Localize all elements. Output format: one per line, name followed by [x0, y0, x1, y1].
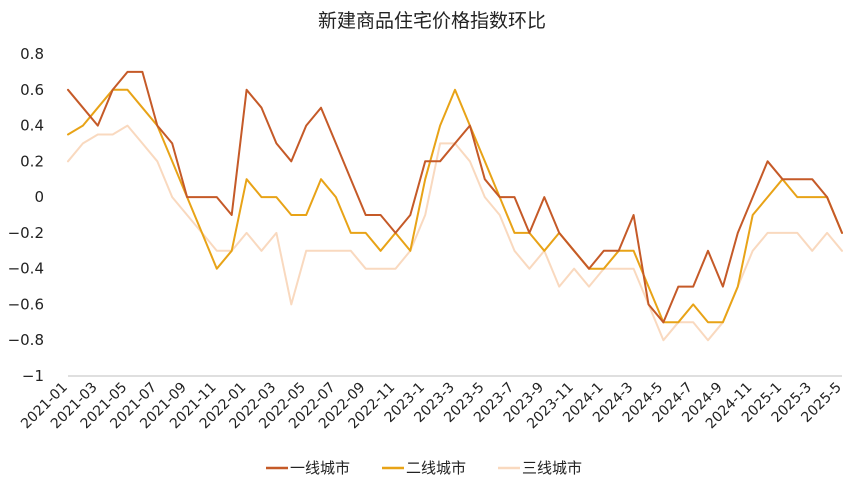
y-tick-label: −0.4	[8, 260, 44, 278]
chart-title: 新建商品住宅价格指数环比	[318, 10, 546, 32]
y-tick-label: 0.2	[20, 152, 44, 170]
series-line-1	[67, 70, 843, 324]
x-axis: 2021-012021-032021-052021-072021-092021-…	[18, 375, 845, 432]
legend-label: 二线城市	[406, 459, 466, 477]
legend-label: 三线城市	[522, 459, 582, 477]
y-tick-label: −1	[22, 367, 44, 385]
series-layer	[67, 70, 843, 342]
y-tick-label: 0	[34, 188, 44, 206]
y-tick-label: −0.2	[8, 224, 44, 242]
y-tick-label: 0.8	[20, 45, 44, 63]
series-line-2	[67, 88, 843, 324]
series-line-3	[67, 124, 843, 342]
legend-label: 一线城市	[290, 459, 350, 477]
legend: 一线城市 二线城市 三线城市	[266, 459, 582, 477]
y-tick-label: −0.6	[8, 295, 44, 313]
y-tick-label: 0.6	[20, 81, 44, 99]
y-tick-label: −0.8	[8, 331, 44, 349]
y-axis: 0.8 0.6 0.4 0.2 0 −0.2 −0.4 −0.6 −0.8 −1	[8, 45, 44, 385]
y-tick-label: 0.4	[20, 117, 44, 135]
